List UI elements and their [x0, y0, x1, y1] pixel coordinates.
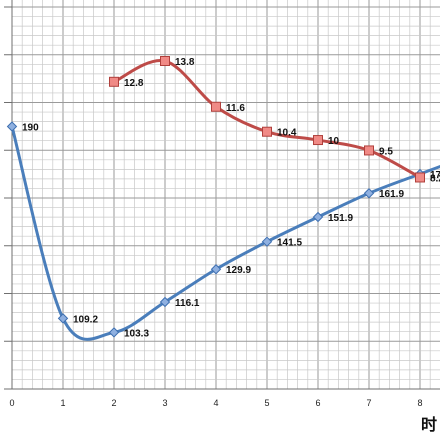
data-point-marker	[159, 296, 171, 308]
series-1: 12.8 13.8 11.6 10.4 10 9.5 8.2	[109, 56, 440, 184]
x-tick-label: 6	[315, 398, 320, 408]
x-tick-label: 1	[60, 398, 65, 408]
data-point-marker	[313, 135, 323, 146]
x-axis-title: 时	[421, 415, 437, 434]
data-point-marker	[6, 121, 18, 132]
data-point-marker	[262, 126, 272, 137]
x-tick-label: 0	[9, 398, 14, 408]
data-label: 10.4	[277, 128, 297, 139]
data-label: 129.9	[226, 265, 251, 276]
data-point-marker	[261, 236, 273, 247]
data-label: 12.8	[124, 78, 144, 89]
data-label: 10	[328, 136, 340, 147]
data-point-marker	[108, 327, 120, 338]
x-tick-label: 8	[417, 398, 422, 408]
data-label: 161.9	[379, 189, 404, 200]
data-point-marker	[415, 172, 425, 183]
data-label: 103.3	[124, 328, 149, 339]
x-tick-label: 4	[213, 398, 218, 408]
x-axis-ticks: 0 1 2 3 4 5 6 7 8	[9, 398, 422, 408]
y-axis-ticks	[4, 6, 12, 390]
data-point-marker	[363, 188, 375, 199]
data-label: 13.8	[175, 57, 195, 68]
data-label: 9.5	[379, 146, 393, 157]
x-tick-label: 3	[162, 398, 167, 408]
x-tick-label: 7	[366, 398, 371, 408]
x-tick-label: 2	[111, 398, 116, 408]
data-point-marker	[160, 56, 170, 66]
data-point-marker	[210, 264, 222, 275]
data-point-marker	[312, 211, 324, 223]
data-label: 109.2	[73, 314, 98, 325]
data-point-marker	[211, 101, 221, 112]
data-label: 141.5	[277, 238, 302, 249]
data-point-marker	[364, 145, 374, 156]
data-label: 116.1	[175, 298, 200, 309]
data-label: 8.2	[430, 173, 440, 184]
data-label: 151.9	[328, 213, 353, 224]
series-layer: 190 109.2 103.3 116.1 129.9 141.5 151.9 161.9 17…	[6, 56, 440, 341]
data-label: 17	[430, 170, 440, 181]
chart-grid	[11, 0, 440, 390]
data-point-marker	[109, 76, 119, 87]
data-point-marker	[57, 313, 69, 324]
data-label: 11.6	[226, 103, 245, 114]
data-label: 190	[22, 123, 39, 134]
x-tick-label: 5	[264, 398, 269, 408]
